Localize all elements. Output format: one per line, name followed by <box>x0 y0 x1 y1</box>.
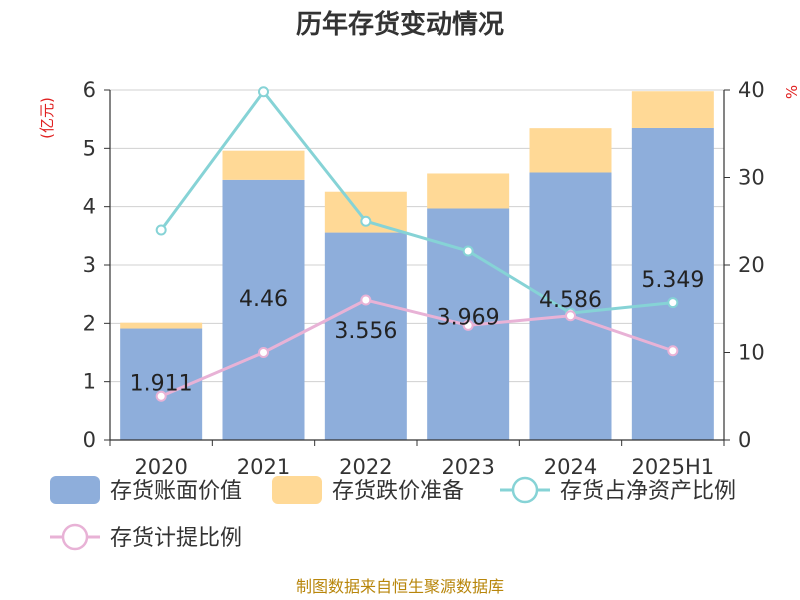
legend-label: 存货跌价准备 <box>332 479 464 504</box>
bar-book-value <box>324 232 407 440</box>
series-point <box>667 345 679 357</box>
x-axis-tick-label: 2022 <box>339 455 392 479</box>
right-axis-tick-label: 10 <box>738 341 765 365</box>
x-axis-tick-label: 2020 <box>134 455 187 479</box>
left-axis-tick-label: 6 <box>83 78 96 102</box>
series-point <box>258 86 269 98</box>
data-label: 1.911 <box>130 372 193 397</box>
left-axis-tick-label: 5 <box>83 136 96 160</box>
bar-impairment-provision <box>222 150 305 180</box>
legend-label: 存货占净资产比例 <box>560 479 736 504</box>
series-point <box>565 310 576 322</box>
bar-impairment-provision <box>120 322 203 329</box>
chart-title: 历年存货变动情况 <box>296 9 504 40</box>
data-label: 3.969 <box>437 306 500 331</box>
series-point <box>360 215 372 227</box>
legend-marker <box>511 476 539 504</box>
right-axis-tick-label: 0 <box>738 428 751 452</box>
series-point <box>258 347 269 358</box>
series-line <box>160 298 674 398</box>
left-axis-tick-label: 3 <box>83 253 96 277</box>
data-label: 5.349 <box>641 268 704 293</box>
bar-impairment-provision <box>631 91 714 128</box>
series-point <box>462 245 474 257</box>
left-axis-tick-label: 2 <box>83 311 96 335</box>
legend-swatch <box>50 476 100 504</box>
legend-label: 存货账面价值 <box>110 479 242 504</box>
x-axis-tick-label: 2023 <box>441 455 494 479</box>
legend-swatch <box>272 476 322 504</box>
series-point <box>360 294 372 306</box>
series-lines <box>155 86 679 402</box>
x-axis-tick-label: 2024 <box>544 455 597 479</box>
series-point <box>155 390 167 402</box>
source-note: 制图数据来自恒生聚源数据库 <box>296 577 504 596</box>
right-axis-tick-label: 30 <box>738 166 765 190</box>
axes: 0 1 2 3 4 5 6 0 10 20 30 40 2020 2021 2022 2023 2024 2025… <box>83 78 765 479</box>
series-point <box>667 297 679 309</box>
series-line <box>159 89 673 315</box>
right-axis-tick-label: 40 <box>738 78 765 102</box>
left-axis-unit: (亿元) <box>38 97 56 139</box>
right-axis-unit: % <box>783 85 800 99</box>
data-label: 3.556 <box>334 319 397 344</box>
bar-impairment-provision <box>427 173 510 209</box>
series-point <box>155 224 167 236</box>
data-label: 4.46 <box>239 287 288 312</box>
left-axis-tick-label: 1 <box>83 370 96 394</box>
data-label: 4.586 <box>539 288 602 313</box>
right-axis-tick-label: 20 <box>738 253 765 277</box>
bars <box>120 91 714 441</box>
legend-label: 存货计提比例 <box>110 526 242 551</box>
bar-book-value <box>222 179 305 441</box>
left-axis-tick-label: 4 <box>83 195 96 219</box>
x-axis-tick-label: 2025H1 <box>632 455 715 479</box>
legend-marker <box>61 523 89 551</box>
left-axis-tick-label: 0 <box>83 428 96 452</box>
bar-book-value <box>631 127 714 440</box>
bar-impairment-provision <box>529 128 612 173</box>
series-point <box>462 319 474 331</box>
x-axis-tick-label: 2021 <box>237 455 290 479</box>
grid-lines <box>110 89 724 383</box>
data-labels: 1.911 4.46 3.556 3.969 4.586 5.349 <box>130 268 705 396</box>
bar-book-value <box>529 172 612 440</box>
